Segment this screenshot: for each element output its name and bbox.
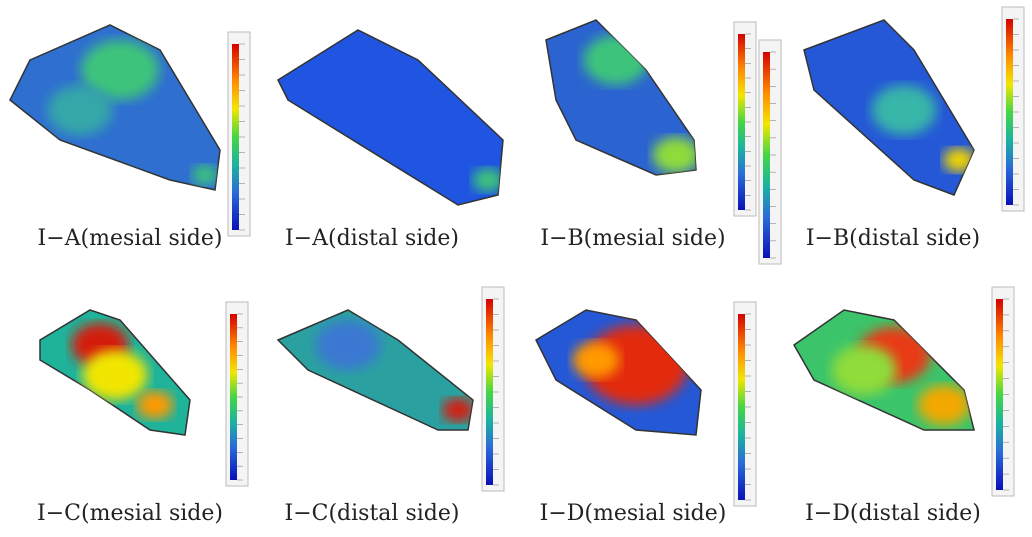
caption: I−C(mesial side) [37, 501, 223, 526]
color-legend [738, 314, 745, 500]
stress-spot [573, 342, 620, 378]
stress-spot [832, 345, 897, 395]
color-legend [230, 314, 237, 480]
caption: I−D(mesial side) [540, 501, 727, 526]
fea-panel [794, 287, 1014, 496]
fea-panel [546, 20, 756, 216]
caption: I−C(distal side) [285, 501, 460, 526]
stress-spot [442, 398, 473, 422]
stress-spot [653, 137, 700, 173]
color-legend [996, 299, 1003, 490]
tooth-model [278, 30, 503, 205]
stress-spot [918, 385, 970, 425]
color-legend [763, 52, 770, 258]
caption: I−B(distal side) [806, 226, 980, 251]
color-legend [738, 34, 745, 210]
caption: I−B(mesial side) [540, 226, 725, 251]
stress-spot [137, 391, 173, 419]
stress-spot [316, 320, 381, 370]
fea-panel [804, 7, 1024, 211]
fea-panel [536, 302, 756, 506]
color-legend [486, 299, 493, 485]
stress-spot [872, 85, 937, 135]
fea-panel [10, 25, 250, 236]
stress-spot [192, 165, 218, 185]
caption: I−D(distal side) [805, 501, 981, 526]
stress-spot [48, 85, 113, 135]
color-legend [1006, 19, 1013, 205]
stress-spot [83, 350, 148, 400]
caption: I−A(mesial side) [38, 226, 223, 251]
color-legend [232, 44, 239, 230]
figure: I−A(mesial side) I−A(distal side) I−B(mesi… [0, 0, 1032, 537]
caption: I−A(distal side) [285, 226, 459, 251]
fea-panel [40, 302, 248, 486]
stress-spot [584, 35, 649, 85]
fea-panel [278, 287, 504, 491]
